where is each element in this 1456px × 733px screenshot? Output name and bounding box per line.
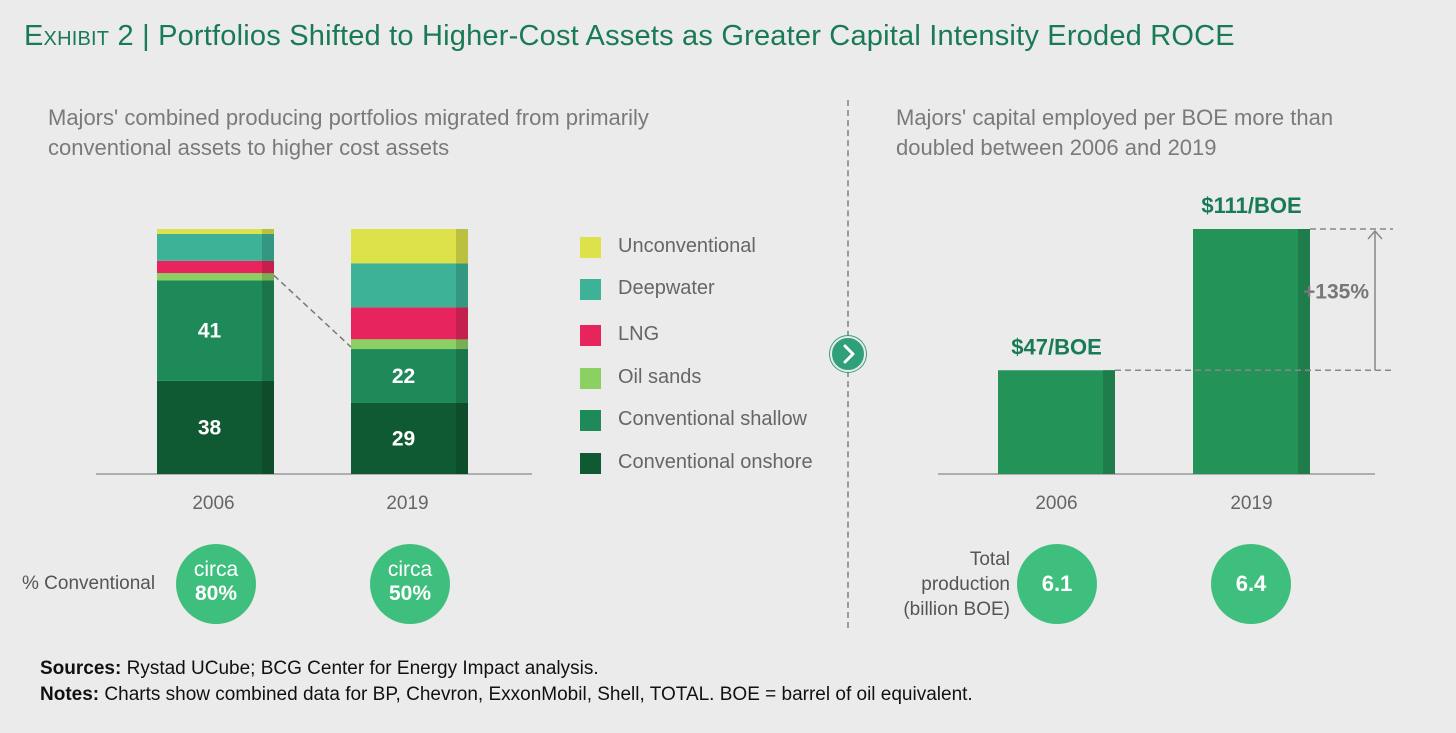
bar-segment-shade xyxy=(456,339,468,350)
notes-label: Notes: xyxy=(40,684,100,705)
portfolio-chart-subtitle: Majors' combined producing portfolios mi… xyxy=(48,105,649,160)
capital-bar-shade xyxy=(1298,229,1310,474)
exhibit-heading: Portfolios Shifted to Higher-Cost Assets… xyxy=(158,20,1235,52)
bar-segment-lng-2019 xyxy=(351,307,468,340)
capital-bar-2006 xyxy=(998,370,1115,474)
legend-label: Unconventional xyxy=(618,235,756,257)
increase-annotation: +135% xyxy=(1303,281,1369,304)
legend-swatch xyxy=(580,325,601,346)
x-tick-label: 2019 xyxy=(1230,493,1272,514)
bar-segment-conventional-onshore-2006 xyxy=(157,380,274,474)
exhibit-label: Exhibit 2 xyxy=(24,20,134,52)
bar-segment-shade xyxy=(456,402,468,474)
production-label-line: (billion BOE) xyxy=(903,599,1010,620)
bar-segment-shade xyxy=(262,260,274,274)
exhibit-separator: | xyxy=(142,20,150,52)
legend-label: Conventional shallow xyxy=(618,408,808,430)
production-value: 6.4 xyxy=(1235,571,1267,596)
badge-percent: 80% xyxy=(194,582,238,605)
bar-segment-shade xyxy=(262,273,274,281)
capital-value-label: $111/BOE xyxy=(1201,193,1301,218)
capital-bar-2019 xyxy=(1193,229,1310,474)
legend-swatch xyxy=(580,453,601,474)
notes-note: Notes: Charts show combined data for BP,… xyxy=(40,684,973,706)
legend-swatch xyxy=(580,237,601,258)
bar-segment-shade xyxy=(262,229,274,234)
badge-percent: 50% xyxy=(388,582,432,605)
legend-label: Conventional onshore xyxy=(618,451,813,473)
x-tick-label: 2006 xyxy=(1035,493,1077,514)
legend-label: Deepwater xyxy=(618,277,715,299)
conventional-label: % Conventional xyxy=(22,573,156,594)
exhibit-title: Exhibit 2 | Portfolios Shifted to Higher… xyxy=(24,20,1235,53)
legend-swatch xyxy=(580,368,601,389)
conventional-badge-2019: circa 50% xyxy=(370,544,450,624)
notes-text: Charts show combined data for BP, Chevro… xyxy=(104,684,973,705)
production-label-line: production xyxy=(921,574,1010,595)
capital-bar-shade xyxy=(1103,370,1115,474)
legend-label: LNG xyxy=(618,323,660,345)
bar-value-label: 29 xyxy=(392,427,415,450)
production-value: 6.1 xyxy=(1041,571,1073,596)
bar-segment-oil-sands-2006 xyxy=(157,273,274,281)
conventional-badge-2006: circa 80% xyxy=(176,544,256,624)
badge-circa: circa xyxy=(193,558,239,581)
bar-segment-shade xyxy=(456,307,468,340)
production-badge-2006: 6.1 xyxy=(1017,544,1097,624)
legend-swatch xyxy=(580,410,601,431)
badge-circa: circa xyxy=(387,558,433,581)
production-badge-2019: 6.4 xyxy=(1211,544,1291,624)
bar-value-label: 38 xyxy=(198,416,222,439)
conventional-connector-line xyxy=(273,274,352,348)
bar-segment-unconventional-2019 xyxy=(351,229,468,264)
bar-segment-deepwater-2019 xyxy=(351,263,468,308)
x-tick-label: 2006 xyxy=(192,493,234,514)
capital-chart-subtitle: Majors' capital employed per BOE more th… xyxy=(896,105,1334,160)
sources-text: Rystad UCube; BCG Center for Energy Impa… xyxy=(126,658,599,679)
bar-segment-shade xyxy=(262,380,274,474)
bar-segment-shade xyxy=(456,229,468,264)
capital-value-label: $47/BOE xyxy=(1011,334,1102,359)
production-label: Total production (billion BOE) xyxy=(880,547,1010,622)
bar-segment-deepwater-2006 xyxy=(157,233,274,261)
bar-segment-conventional-onshore-2019 xyxy=(351,402,468,474)
bar-segment-lng-2006 xyxy=(157,260,274,274)
x-tick-label: 2019 xyxy=(386,493,428,514)
bar-value-label: 22 xyxy=(392,365,415,388)
bar-value-label: 41 xyxy=(198,320,222,343)
bar-segment-shade xyxy=(262,280,274,381)
sources-note: Sources: Rystad UCube; BCG Center for En… xyxy=(40,658,599,680)
arrow-up-icon xyxy=(1367,229,1383,240)
legend-swatch xyxy=(580,279,601,300)
bar-segment-shade xyxy=(456,349,468,403)
chevron-right-icon xyxy=(830,336,866,372)
legend-label: Oil sands xyxy=(618,366,702,388)
sources-label: Sources: xyxy=(40,658,122,679)
bar-segment-conventional-shallow-2006 xyxy=(157,280,274,381)
bar-segment-shade xyxy=(456,263,468,308)
bar-segment-shade xyxy=(262,233,274,261)
production-label-line: Total xyxy=(969,549,1010,570)
bar-segment-oil-sands-2019 xyxy=(351,339,468,350)
bar-segment-unconventional-2006 xyxy=(157,229,274,234)
bar-segment-conventional-shallow-2019 xyxy=(351,349,468,403)
